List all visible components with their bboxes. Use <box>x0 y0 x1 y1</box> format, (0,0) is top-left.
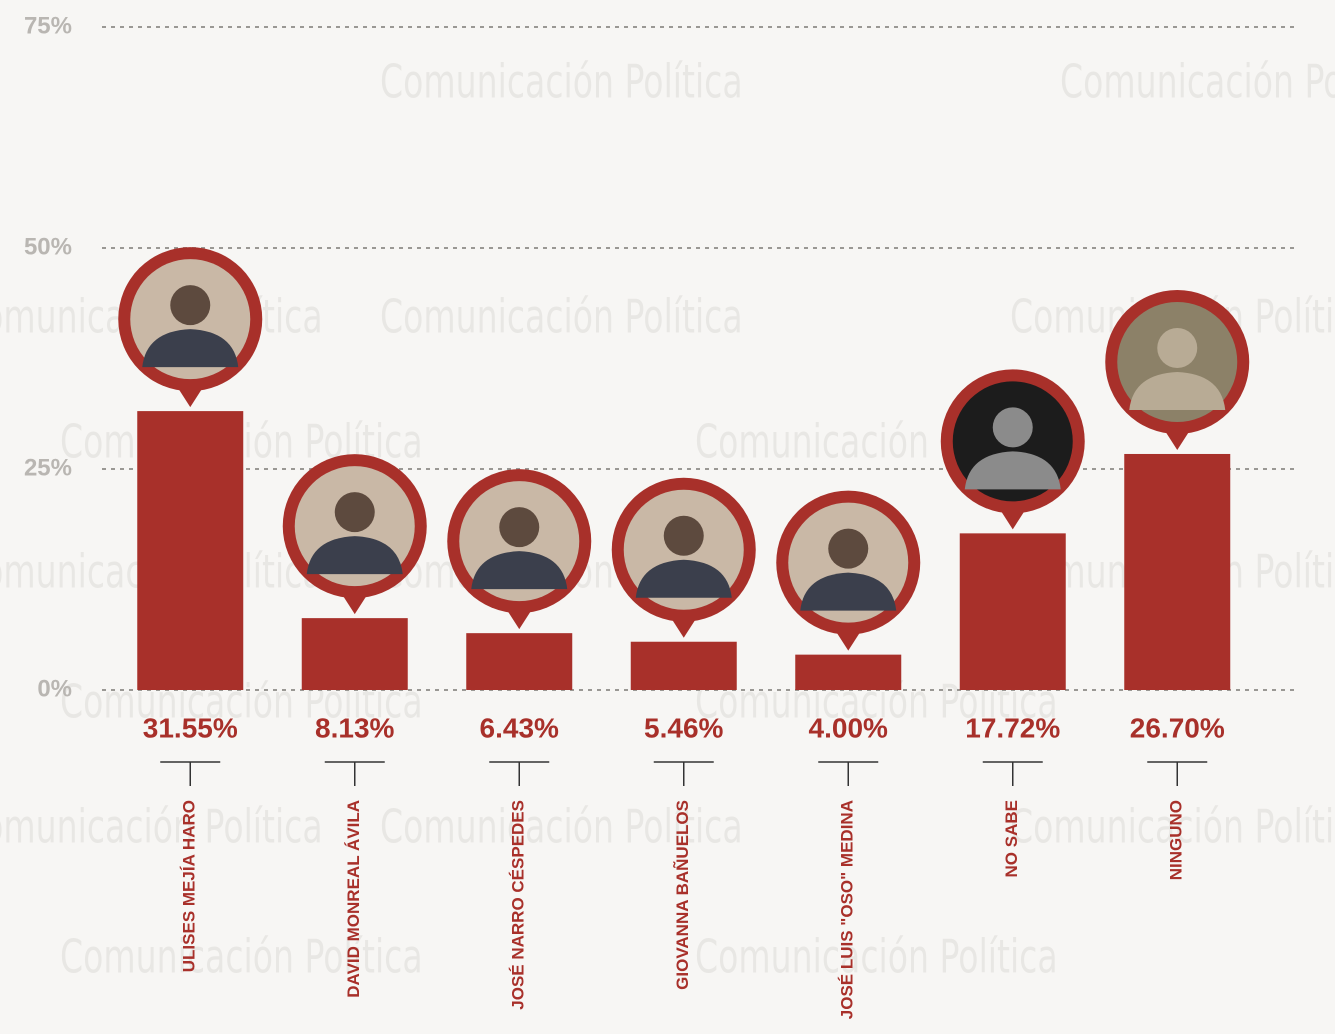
x-tick-label: JOSÉ NARRO CÉSPEDES <box>509 800 528 1010</box>
value-label: 8.13% <box>315 712 394 743</box>
value-label: 26.70% <box>1130 712 1225 743</box>
bar <box>1124 454 1230 690</box>
y-tick-label: 50% <box>24 233 72 260</box>
watermark: Comunicación Política <box>0 801 323 854</box>
x-tick-label: JOSÉ LUIS "OSO" MEDINA <box>838 800 857 1019</box>
watermark: Comunicación Política <box>1060 56 1335 109</box>
value-label: 17.72% <box>965 712 1060 743</box>
x-tick-label: NINGUNO <box>1167 800 1186 880</box>
silhouette-head <box>1157 328 1197 368</box>
y-tick-label: 25% <box>24 454 72 481</box>
bar <box>795 655 901 690</box>
y-tick-label: 0% <box>37 675 72 702</box>
silhouette-head <box>335 492 375 532</box>
silhouette-head <box>993 407 1033 447</box>
x-tick-label: DAVID MONREAL ÁVILA <box>344 800 363 998</box>
y-tick-label: 75% <box>24 12 72 39</box>
x-tick-label: GIOVANNA BAÑUELOS <box>672 800 692 990</box>
bar <box>302 618 408 690</box>
value-label: 5.46% <box>644 712 723 743</box>
x-tick-label: NO SABE <box>1002 800 1021 877</box>
bar <box>137 411 243 690</box>
silhouette-head <box>828 529 868 569</box>
watermark: Comunicación Política <box>695 931 1058 984</box>
silhouette-head <box>170 285 210 325</box>
chart: Comunicación Política Comunicación Políti… <box>0 0 1335 1034</box>
value-label: 6.43% <box>480 712 559 743</box>
watermark: Comunicación Política <box>60 931 423 984</box>
value-label: 4.00% <box>809 712 888 743</box>
bar <box>960 533 1066 690</box>
silhouette-head <box>499 507 539 547</box>
bar <box>631 642 737 690</box>
watermark: Comunicación Política <box>380 291 743 344</box>
value-label: 31.55% <box>143 712 238 743</box>
silhouette-head <box>664 516 704 556</box>
bar <box>466 633 572 690</box>
x-tick-label: ULISES MEJÍA HARO <box>180 800 199 972</box>
watermark: Comunicación Política <box>380 56 743 109</box>
